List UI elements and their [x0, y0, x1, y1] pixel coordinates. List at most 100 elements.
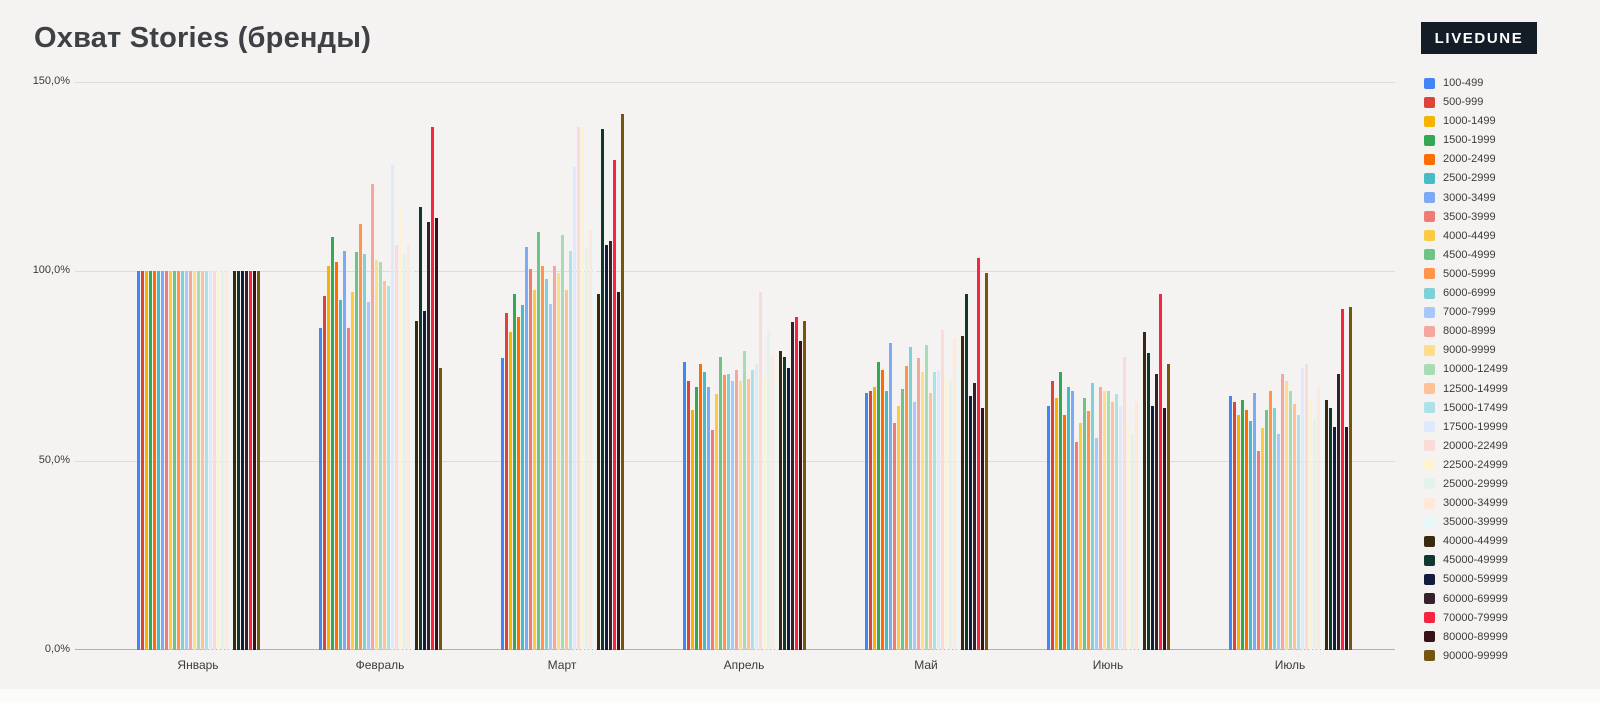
legend-item[interactable]: 25000-29999 — [1424, 477, 1508, 491]
bar[interactable] — [604, 244, 608, 650]
bar[interactable] — [422, 311, 426, 650]
bar[interactable] — [980, 407, 984, 650]
bar[interactable] — [722, 375, 726, 650]
legend-item[interactable]: 22500-24999 — [1424, 458, 1508, 472]
bar[interactable] — [774, 383, 778, 650]
bar[interactable] — [500, 358, 504, 650]
bar[interactable] — [394, 244, 398, 650]
bar[interactable] — [758, 292, 762, 650]
bar[interactable] — [864, 392, 868, 650]
bar[interactable] — [1102, 390, 1106, 650]
bar[interactable] — [326, 265, 330, 650]
bar[interactable] — [248, 271, 252, 650]
bar[interactable] — [426, 222, 430, 650]
bar[interactable] — [236, 271, 240, 650]
bar[interactable] — [1252, 392, 1256, 650]
legend-item[interactable]: 1000-1499 — [1424, 114, 1508, 128]
bar[interactable] — [968, 396, 972, 650]
bar[interactable] — [1158, 294, 1162, 650]
bar[interactable] — [188, 271, 192, 650]
bar[interactable] — [690, 409, 694, 650]
bar[interactable] — [802, 320, 806, 650]
bar[interactable] — [884, 390, 888, 650]
bar[interactable] — [520, 305, 524, 650]
bar[interactable] — [694, 386, 698, 650]
bar[interactable] — [232, 271, 236, 650]
bar[interactable] — [786, 367, 790, 650]
legend-item[interactable]: 4500-4999 — [1424, 248, 1508, 262]
bar[interactable] — [358, 224, 362, 650]
bar[interactable] — [1304, 364, 1308, 650]
bar[interactable] — [374, 259, 378, 650]
legend-item[interactable]: 20000-22499 — [1424, 439, 1508, 453]
bar[interactable] — [1228, 396, 1232, 650]
bar[interactable] — [1090, 383, 1094, 650]
bar[interactable] — [560, 235, 564, 650]
bar[interactable] — [1284, 381, 1288, 650]
bar[interactable] — [1340, 309, 1344, 650]
bar[interactable] — [588, 229, 592, 650]
bar[interactable] — [204, 271, 208, 650]
bar[interactable] — [382, 280, 386, 650]
bar[interactable] — [342, 250, 346, 650]
bar[interactable] — [398, 208, 402, 650]
bar[interactable] — [734, 369, 738, 650]
bar[interactable] — [960, 335, 964, 650]
bar[interactable] — [366, 301, 370, 650]
bar[interactable] — [362, 254, 366, 650]
legend-item[interactable]: 9000-9999 — [1424, 343, 1508, 357]
bar[interactable] — [1336, 373, 1340, 650]
bar[interactable] — [556, 273, 560, 650]
bar[interactable] — [338, 299, 342, 650]
legend-item[interactable]: 4000-4499 — [1424, 229, 1508, 243]
bar[interactable] — [168, 271, 172, 650]
bar[interactable] — [572, 167, 576, 650]
bar[interactable] — [144, 271, 148, 650]
bar[interactable] — [196, 271, 200, 650]
bar[interactable] — [1062, 415, 1066, 650]
bar[interactable] — [1324, 400, 1328, 650]
bar[interactable] — [1142, 331, 1146, 650]
bar[interactable] — [164, 271, 168, 650]
bar[interactable] — [1074, 441, 1078, 650]
bar[interactable] — [252, 271, 256, 650]
bar[interactable] — [798, 341, 802, 650]
bar[interactable] — [730, 381, 734, 650]
bar[interactable] — [1130, 434, 1134, 650]
bar[interactable] — [1162, 407, 1166, 650]
bar[interactable] — [148, 271, 152, 650]
bar[interactable] — [750, 369, 754, 650]
bar[interactable] — [390, 165, 394, 650]
bar[interactable] — [620, 114, 624, 650]
bar[interactable] — [1110, 401, 1114, 650]
bar[interactable] — [350, 292, 354, 650]
bar[interactable] — [984, 273, 988, 650]
legend-item[interactable]: 500-999 — [1424, 95, 1508, 109]
bar[interactable] — [1320, 390, 1324, 650]
bar[interactable] — [948, 379, 952, 650]
bar[interactable] — [1098, 386, 1102, 650]
legend-item[interactable]: 3500-3999 — [1424, 210, 1508, 224]
bar[interactable] — [868, 390, 872, 650]
bar[interactable] — [1054, 398, 1058, 650]
bar[interactable] — [612, 159, 616, 650]
bar[interactable] — [1276, 434, 1280, 650]
bar[interactable] — [1138, 407, 1142, 650]
bar[interactable] — [936, 369, 940, 650]
legend-item[interactable]: 100-499 — [1424, 76, 1508, 90]
bar[interactable] — [1264, 409, 1268, 650]
bar[interactable] — [532, 290, 536, 650]
bar[interactable] — [1260, 428, 1264, 650]
bar[interactable] — [1244, 409, 1248, 650]
bar[interactable] — [876, 362, 880, 650]
bar[interactable] — [706, 386, 710, 650]
bar[interactable] — [794, 316, 798, 650]
legend-item[interactable]: 50000-59999 — [1424, 572, 1508, 586]
bar[interactable] — [940, 330, 944, 650]
bar[interactable] — [1288, 390, 1292, 650]
bar[interactable] — [334, 261, 338, 650]
bar[interactable] — [920, 371, 924, 650]
bar[interactable] — [904, 366, 908, 650]
bar[interactable] — [370, 184, 374, 650]
bar[interactable] — [318, 328, 322, 650]
